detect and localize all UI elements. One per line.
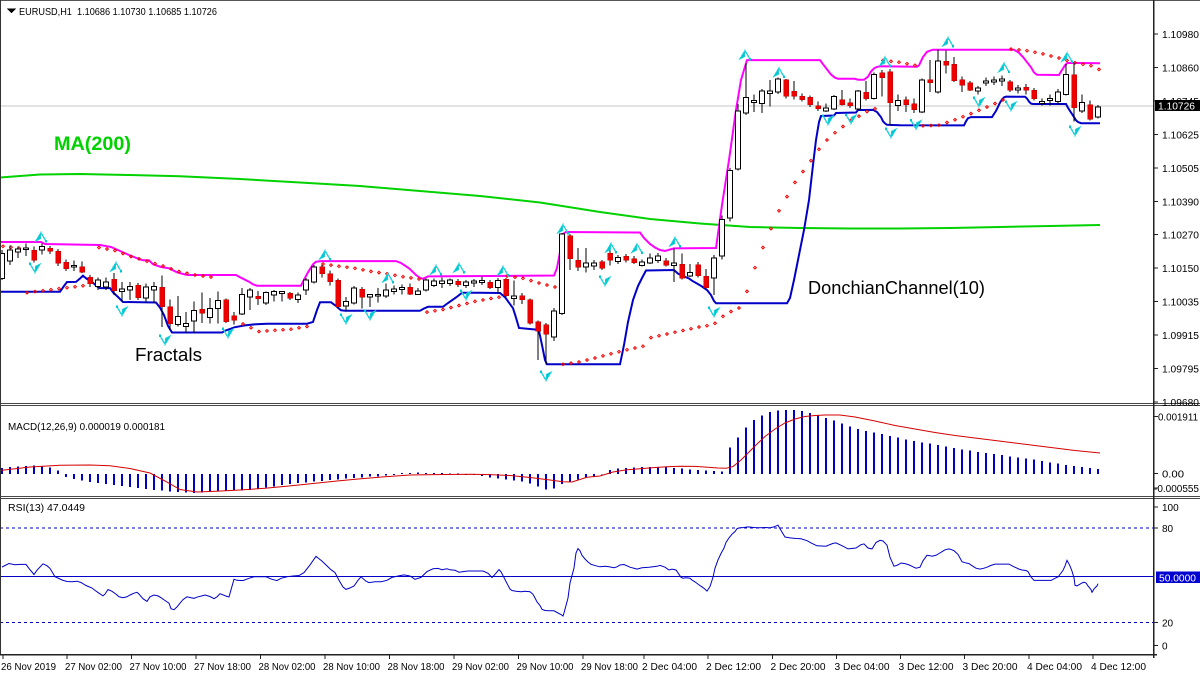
svg-text:2 Dec 20:00: 2 Dec 20:00 — [771, 662, 826, 673]
svg-text:28 Nov 18:00: 28 Nov 18:00 — [388, 662, 445, 673]
svg-text:1.09795: 1.09795 — [1162, 365, 1199, 376]
svg-text:50.0000: 50.0000 — [1159, 574, 1196, 585]
svg-text:1.10860: 1.10860 — [1162, 64, 1199, 75]
svg-text:1.10035: 1.10035 — [1162, 298, 1199, 309]
svg-text:26 Nov 2019: 26 Nov 2019 — [1, 662, 56, 673]
svg-text:MA(200): MA(200) — [54, 133, 131, 155]
svg-text:27 Nov 10:00: 27 Nov 10:00 — [130, 662, 187, 673]
svg-text:1.09915: 1.09915 — [1162, 331, 1199, 342]
svg-text:0: 0 — [1162, 641, 1168, 652]
svg-text:1.10980: 1.10980 — [1162, 30, 1199, 41]
svg-text:80: 80 — [1162, 524, 1174, 535]
svg-text:1.10390: 1.10390 — [1162, 197, 1199, 208]
svg-text:27 Nov 02:00: 27 Nov 02:00 — [65, 662, 122, 673]
svg-text:4 Dec 04:00: 4 Dec 04:00 — [1027, 662, 1082, 673]
svg-text:3 Dec 04:00: 3 Dec 04:00 — [835, 662, 890, 673]
svg-text:28 Nov 10:00: 28 Nov 10:00 — [323, 662, 380, 673]
svg-text:1.10726: 1.10726 — [1158, 102, 1195, 113]
svg-text:29 Nov 18:00: 29 Nov 18:00 — [581, 662, 638, 673]
svg-text:RSI(13) 47.0449: RSI(13) 47.0449 — [8, 503, 85, 514]
svg-text:Fractals: Fractals — [135, 345, 202, 365]
svg-text:28 Nov 02:00: 28 Nov 02:00 — [259, 662, 316, 673]
svg-text:EURUSD,H1 1.10686 1.10730 1.1: EURUSD,H1 1.10686 1.10730 1.10685 1.1072… — [19, 7, 217, 18]
svg-text:3 Dec 12:00: 3 Dec 12:00 — [899, 662, 954, 673]
svg-text:100: 100 — [1162, 503, 1179, 514]
svg-text:1.10505: 1.10505 — [1162, 164, 1199, 175]
svg-text:2 Dec 04:00: 2 Dec 04:00 — [642, 662, 697, 673]
svg-text:3 Dec 20:00: 3 Dec 20:00 — [963, 662, 1018, 673]
svg-text:DonchianChannel(10): DonchianChannel(10) — [808, 278, 985, 298]
svg-text:-0.000555: -0.000555 — [1154, 484, 1199, 495]
svg-text:1.10625: 1.10625 — [1162, 130, 1199, 141]
svg-text:1.09680: 1.09680 — [1162, 398, 1199, 409]
svg-text:MACD(12,26,9) 0.000019 0.00018: MACD(12,26,9) 0.000019 0.000181 — [8, 422, 165, 433]
svg-text:2 Dec 12:00: 2 Dec 12:00 — [706, 662, 761, 673]
svg-text:0.001911: 0.001911 — [1158, 413, 1198, 424]
svg-text:0.00: 0.00 — [1162, 470, 1184, 481]
svg-text:1.10150: 1.10150 — [1162, 264, 1199, 275]
svg-text:1.10270: 1.10270 — [1162, 231, 1199, 242]
svg-text:4 Dec 12:00: 4 Dec 12:00 — [1091, 662, 1146, 673]
svg-text:27 Nov 18:00: 27 Nov 18:00 — [194, 662, 251, 673]
svg-text:29 Nov 10:00: 29 Nov 10:00 — [517, 662, 574, 673]
svg-text:29 Nov 02:00: 29 Nov 02:00 — [452, 662, 509, 673]
svg-text:20: 20 — [1162, 619, 1174, 630]
